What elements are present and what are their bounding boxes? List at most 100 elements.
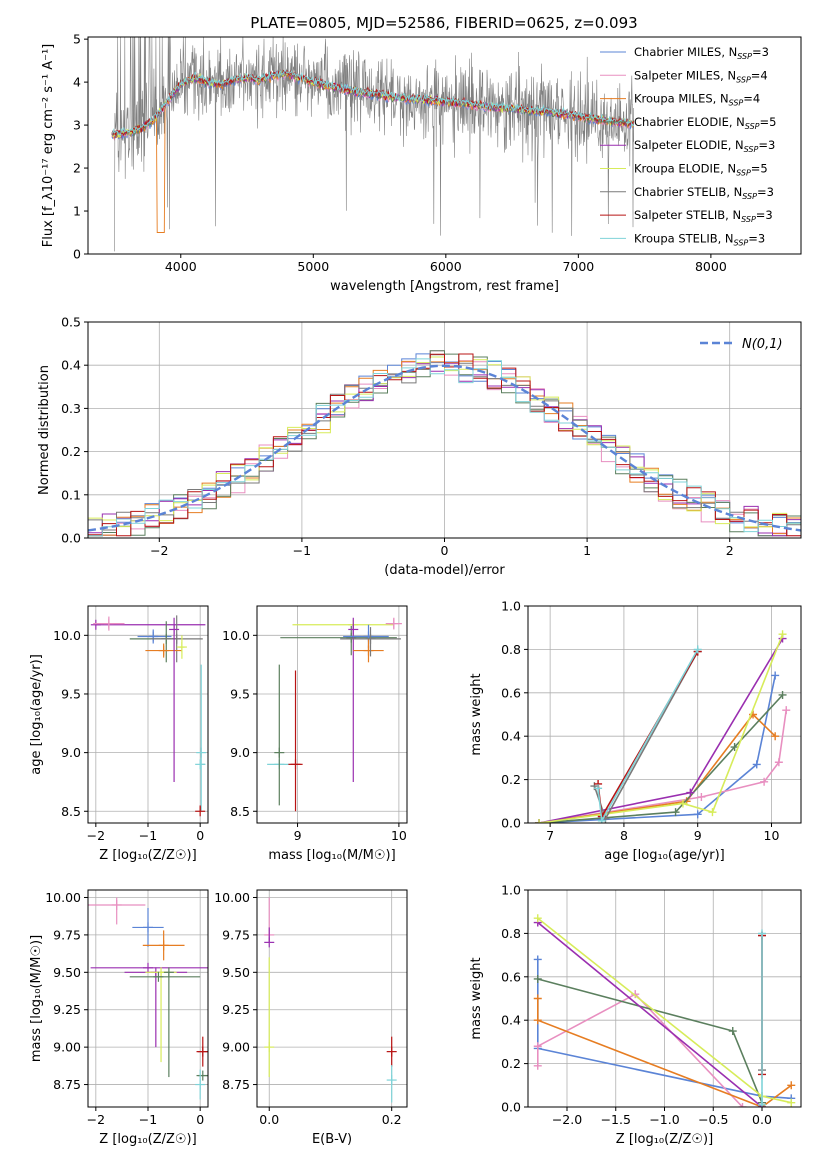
plot-area [88, 350, 801, 537]
x-tick-label: 9 [694, 828, 702, 843]
y-tick-label: 0.2 [61, 444, 81, 459]
y-tick-label: 0.6 [501, 969, 521, 984]
errorbar-point [195, 1069, 206, 1100]
y-axis-label: Normed distribution [37, 365, 52, 495]
y-axis-label: mass weight [469, 957, 484, 1039]
weight-marker [787, 1081, 796, 1090]
weight-marker [708, 808, 717, 817]
y-tick-label: 0.4 [61, 358, 81, 373]
x-tick-label: 7 [546, 828, 554, 843]
y-tick-label: 9.00 [53, 1040, 81, 1055]
legend: Chabrier MILES, NSSP=3 Salpeter MILES, NS… [600, 45, 776, 247]
weight-line-5 [538, 633, 784, 823]
x-tick-label: 1 [583, 543, 591, 558]
plot-area [264, 897, 397, 1103]
x-axis-label: Z [log₁₀(Z/Z☉)] [99, 848, 196, 863]
y-tick-label: 9.75 [53, 927, 81, 942]
errorbar-point [124, 967, 188, 1048]
errorbar-point [142, 930, 185, 961]
plot-area [111, 37, 635, 252]
x-tick-label: −1 [293, 543, 311, 558]
y-tick-label: 0.8 [501, 926, 521, 941]
errorbar-point [93, 616, 125, 631]
weight-line-2 [538, 713, 776, 823]
errorbar-point [163, 967, 174, 1078]
weight-marker [678, 799, 687, 808]
weight-line-4 [537, 921, 763, 1107]
y-tick-label: 8.75 [222, 1077, 250, 1092]
y-tick-label: 9.0 [61, 745, 81, 760]
x-tick-label: 2 [726, 543, 734, 558]
x-tick-label: 6000 [430, 259, 462, 274]
observed-spectrum-line [114, 37, 635, 252]
weight-marker [533, 955, 542, 964]
errorbar-point [88, 897, 146, 925]
weight-marker [533, 1016, 542, 1025]
y-tick-label: 0.2 [501, 772, 521, 787]
weight-line-4 [538, 638, 784, 823]
x-tick-label: 7000 [562, 259, 594, 274]
errorbar-point [145, 967, 177, 1063]
x-tick-label: −2 [87, 828, 105, 843]
y-tick-label: 9.75 [222, 927, 250, 942]
y-tick-label: 9.25 [53, 1002, 81, 1017]
weight-marker [778, 690, 787, 699]
model-line-8 [111, 69, 634, 136]
y-tick-label: 9.0 [230, 745, 250, 760]
errorbar-point [132, 907, 164, 947]
plot-area [267, 617, 402, 812]
y-tick-label: 9.25 [222, 1002, 250, 1017]
legend-label: Chabrier MILES, NSSP=3 [634, 45, 769, 61]
plot-area [88, 897, 208, 1100]
errorbar-point [90, 962, 208, 973]
legend-label: Kroupa STELIB, NSSP=3 [634, 231, 765, 247]
x-tick-label: −2.0 [552, 1112, 582, 1127]
errorbar-point [176, 635, 187, 659]
errorbar-point [343, 624, 389, 649]
errorbar-point [292, 619, 394, 630]
weight-marker [533, 1061, 542, 1070]
figure-title: PLATE=0805, MJD=52586, FIBERID=0625, z=0… [250, 14, 637, 32]
weight-marker [535, 819, 544, 823]
weight-marker [686, 788, 695, 797]
weight-marker [782, 706, 791, 715]
errorbar-point [150, 615, 203, 663]
y-tick-label: 0.1 [61, 487, 81, 502]
x-tick-label: 0.2 [382, 1112, 402, 1127]
weight-marker [533, 914, 542, 923]
y-tick-label: 9.00 [222, 1040, 250, 1055]
y-tick-label: 8.75 [53, 1077, 81, 1092]
errorbar-point [145, 643, 182, 658]
x-tick-label: 8000 [695, 259, 727, 274]
errorbar-point [340, 627, 401, 657]
legend-label: Chabrier ELODIE, NSSP=5 [634, 115, 776, 131]
x-tick-label: 4000 [165, 259, 197, 274]
x-axis-label: Z [log₁₀(Z/Z☉)] [616, 1132, 713, 1147]
chart-residuals: N(0,1) −2 −1 0 1 2 0.0 0.1 0.2 0.3 0.4 0.5 (data-mod… [37, 315, 802, 578]
model-line-7 [111, 69, 634, 137]
errorbar-point [196, 1036, 208, 1067]
y-tick-label: 0.4 [501, 1013, 521, 1028]
errorbar-point [386, 1036, 397, 1067]
weight-line-8 [597, 649, 699, 823]
errorbar-point [90, 619, 206, 630]
y-tick-label: 10.00 [45, 890, 81, 905]
x-tick-label: 0 [441, 543, 449, 558]
histogram-step-8 [88, 358, 801, 537]
y-tick-label: 9.50 [53, 965, 81, 980]
y-axis-label: mass weight [469, 673, 484, 755]
x-tick-label: −2 [87, 1112, 105, 1127]
axes-frame [87, 36, 802, 255]
errorbar-point [348, 617, 359, 782]
axes-frame [527, 605, 802, 824]
x-tick-label: 0 [196, 1112, 204, 1127]
y-tick-label: 0.0 [61, 531, 81, 546]
legend-label: N(0,1) [742, 337, 783, 352]
errorbar-point [288, 670, 303, 812]
weight-marker [760, 777, 769, 786]
y-tick-label: 0 [73, 247, 81, 262]
y-tick-label: 10.0 [53, 628, 81, 643]
x-tick-label: 5000 [297, 259, 329, 274]
legend-label: Salpeter MILES, NSSP=4 [634, 68, 768, 84]
x-tick-label: −1 [139, 828, 157, 843]
